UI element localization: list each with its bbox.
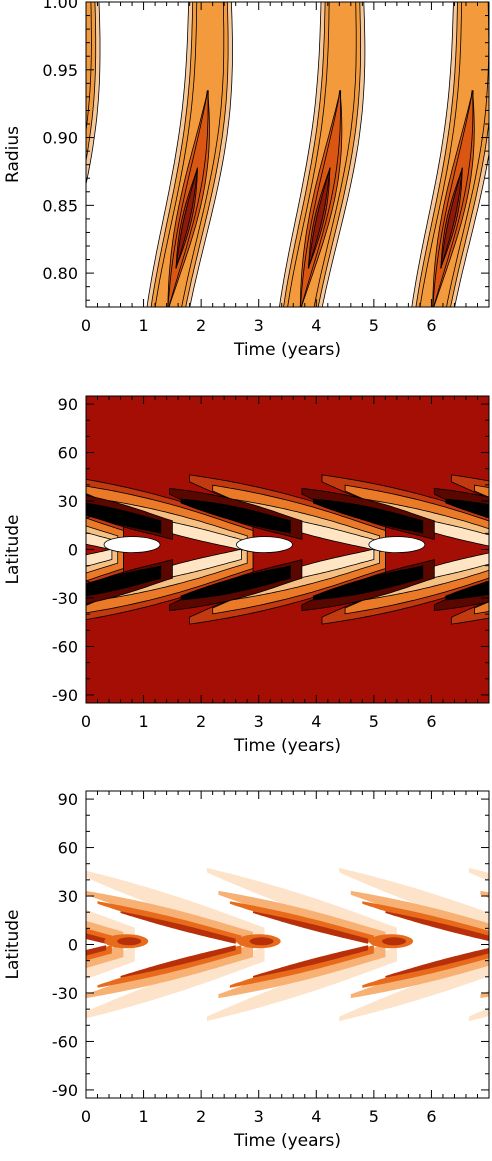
contour-level bbox=[307, 167, 331, 269]
x-tick-label: 0 bbox=[81, 712, 91, 731]
butterfly-band-dark bbox=[313, 498, 424, 534]
cycle-lobe bbox=[146, 2, 233, 307]
x-tick-label: 2 bbox=[196, 1107, 206, 1126]
x-tick-label: 5 bbox=[369, 1107, 379, 1126]
y-tick-label: 30 bbox=[58, 492, 78, 511]
butterfly-band bbox=[385, 911, 489, 942]
butterfly-band-dark bbox=[313, 565, 424, 601]
butterfly-band bbox=[86, 944, 124, 969]
latitude-time-panel-lower: 0 1 2 3 4 5 6 90 60 30 0 -30 -60 -90 Time (years) Latit… bbox=[3, 790, 490, 1151]
butterfly-band-dark bbox=[180, 498, 291, 534]
x-tick-label: 0 bbox=[81, 1107, 91, 1126]
contour-level bbox=[440, 167, 463, 269]
x-axis-label: Time (years) bbox=[233, 340, 341, 360]
y-axis-label: Radius bbox=[3, 126, 23, 183]
plot-background bbox=[86, 791, 489, 1098]
cycle-lobe bbox=[279, 2, 366, 307]
butterfly-band bbox=[86, 945, 107, 956]
butterfly-band bbox=[468, 867, 489, 882]
x-tick-label: 1 bbox=[138, 712, 148, 731]
y-tick-label: 0 bbox=[68, 936, 78, 955]
plot-area bbox=[86, 396, 489, 703]
y-tick-label: -90 bbox=[52, 1081, 78, 1100]
contour-level bbox=[154, 2, 225, 307]
y-tick-label: -30 bbox=[52, 589, 78, 608]
butterfly-band bbox=[253, 945, 369, 978]
y-tick-label: 0.95 bbox=[42, 61, 78, 80]
equatorial-maximum bbox=[236, 536, 293, 554]
x-tick-label: 2 bbox=[196, 712, 206, 731]
butterfly-band bbox=[86, 933, 107, 944]
butterfly-band bbox=[385, 947, 489, 978]
butterfly-band bbox=[120, 911, 236, 944]
y-tick-label: 0.85 bbox=[42, 196, 78, 215]
x-tick-label: 1 bbox=[138, 316, 148, 335]
y-tick-label: 1.00 bbox=[42, 0, 78, 12]
y-tick-label: 0.80 bbox=[42, 264, 78, 283]
y-tick-label: 30 bbox=[58, 887, 78, 906]
equatorial-maximum bbox=[382, 937, 407, 946]
x-tick-label: 6 bbox=[426, 712, 436, 731]
y-axis-label: Latitude bbox=[3, 515, 23, 585]
x-tick-label: 4 bbox=[311, 712, 321, 731]
butterfly-band-dark bbox=[445, 498, 489, 519]
x-tick-label: 3 bbox=[254, 316, 264, 335]
plot-area bbox=[43, 2, 489, 307]
equatorial-maximum bbox=[249, 937, 274, 946]
y-tick-label: 60 bbox=[58, 444, 78, 463]
butterfly-band bbox=[120, 945, 236, 978]
x-tick-label: 1 bbox=[138, 1107, 148, 1126]
y-tick-label: 0.90 bbox=[42, 129, 78, 148]
contour-level bbox=[86, 2, 92, 134]
x-tick-label: 5 bbox=[369, 712, 379, 731]
equatorial-maximum bbox=[368, 536, 426, 554]
x-tick-label: 2 bbox=[196, 316, 206, 335]
butterfly-band bbox=[468, 1007, 489, 1022]
y-tick-label: 90 bbox=[58, 395, 78, 414]
y-tick-label: -60 bbox=[52, 637, 78, 656]
latitude-time-panel-upper: 0 1 2 3 4 5 6 90 60 30 0 -30 -60 -90 Time (years) Latit… bbox=[3, 395, 490, 756]
x-tick-label: 3 bbox=[254, 1107, 264, 1126]
butterfly-band-dark bbox=[445, 580, 489, 601]
y-axis-label: Latitude bbox=[3, 910, 23, 980]
cycle-lobe bbox=[411, 2, 489, 307]
butterfly-band bbox=[474, 601, 489, 615]
x-tick-label: 6 bbox=[426, 316, 436, 335]
x-axis-label: Time (years) bbox=[233, 736, 341, 756]
y-tick-label: -60 bbox=[52, 1032, 78, 1051]
contour-level bbox=[44, 168, 66, 268]
plot-area bbox=[86, 791, 489, 1098]
x-tick-label: 3 bbox=[254, 712, 264, 731]
y-tick-label: 60 bbox=[58, 839, 78, 858]
contour-level bbox=[43, 168, 65, 268]
y-tick-label: -30 bbox=[52, 984, 78, 1003]
radius-time-panel: 0 1 2 3 4 5 6 0.80 0.85 0.90 0.95 1.00 Time (years) R… bbox=[3, 0, 490, 360]
plot-frame bbox=[85, 1, 490, 308]
butterfly-band-dark bbox=[180, 565, 291, 601]
contour-level bbox=[419, 2, 489, 307]
equatorial-maximum bbox=[117, 937, 142, 946]
x-tick-label: 6 bbox=[426, 1107, 436, 1126]
equatorial-maximum bbox=[103, 536, 161, 554]
y-tick-label: 90 bbox=[58, 790, 78, 809]
cycle-lobe bbox=[43, 2, 101, 268]
butterfly-band bbox=[86, 548, 113, 567]
contour-level bbox=[287, 2, 357, 307]
butterfly-band bbox=[253, 911, 369, 944]
x-axis-label: Time (years) bbox=[233, 1131, 341, 1151]
butterfly-band bbox=[474, 484, 489, 498]
contour-level bbox=[86, 2, 97, 163]
y-tick-label: 0 bbox=[68, 541, 78, 560]
x-tick-label: 5 bbox=[369, 316, 379, 335]
x-tick-label: 4 bbox=[311, 1107, 321, 1126]
contour-level bbox=[175, 167, 199, 269]
y-tick-label: -90 bbox=[52, 686, 78, 705]
x-tick-label: 4 bbox=[311, 316, 321, 335]
x-tick-label: 0 bbox=[81, 316, 91, 335]
